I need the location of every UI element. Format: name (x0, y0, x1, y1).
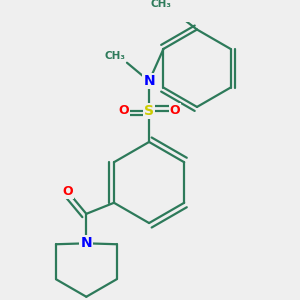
Text: CH₃: CH₃ (150, 0, 171, 9)
Text: O: O (63, 185, 73, 198)
Text: CH₃: CH₃ (104, 51, 125, 61)
Text: N: N (143, 74, 155, 88)
Text: O: O (169, 104, 180, 117)
Text: N: N (80, 236, 92, 250)
Text: O: O (118, 104, 129, 117)
Text: S: S (144, 103, 154, 118)
